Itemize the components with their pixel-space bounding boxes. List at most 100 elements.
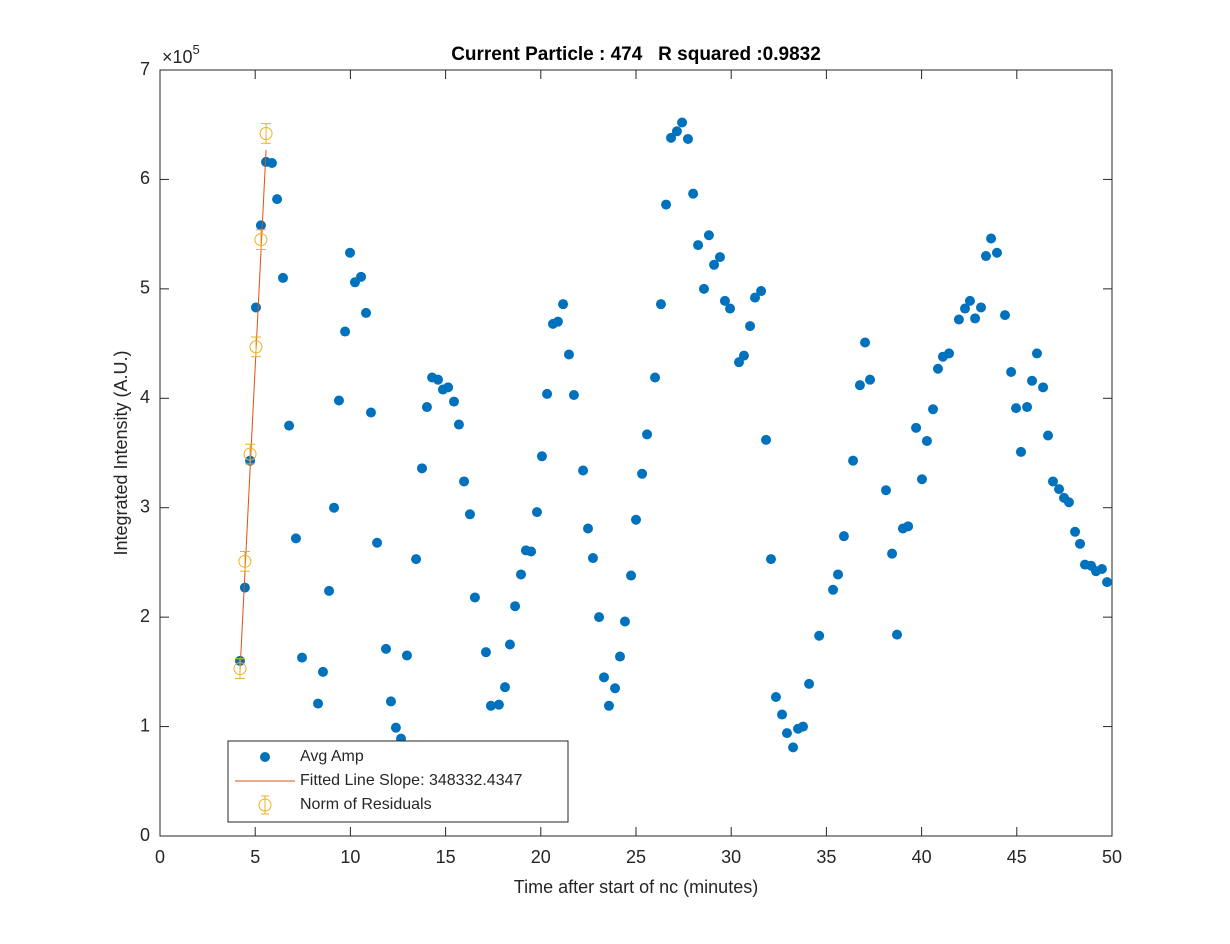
- data-point: [833, 569, 844, 580]
- data-point: [345, 247, 356, 258]
- error-point: [259, 123, 273, 144]
- data-point: [892, 629, 903, 640]
- data-point: [448, 396, 459, 407]
- y-tick-label: 0: [140, 825, 150, 845]
- error-point: [233, 658, 247, 679]
- data-point: [558, 299, 569, 310]
- data-point: [266, 158, 277, 169]
- data-point: [797, 721, 808, 732]
- data-point: [970, 313, 981, 324]
- data-point: [297, 652, 308, 663]
- data-point: [587, 553, 598, 564]
- data-point: [317, 666, 328, 677]
- x-tick-label: 0: [155, 847, 165, 867]
- data-point: [880, 485, 891, 496]
- y-exponent: ×105: [162, 42, 200, 66]
- data-point: [372, 537, 383, 548]
- data-point: [631, 514, 641, 525]
- data-point: [932, 363, 943, 374]
- data-point: [944, 348, 955, 359]
- plot-area: [159, 69, 1113, 837]
- data-point: [459, 476, 470, 487]
- y-tick-label: 1: [140, 715, 150, 735]
- data-point: [603, 700, 614, 711]
- data-point: [887, 548, 898, 559]
- x-axis-label: Time after start of nc (minutes): [514, 877, 758, 897]
- data-point: [725, 303, 736, 314]
- x-tick-label: 45: [1007, 847, 1027, 867]
- data-point: [250, 302, 261, 313]
- data-point: [594, 612, 605, 623]
- data-point: [515, 569, 526, 580]
- data-point: [255, 220, 266, 231]
- data-point: [1063, 497, 1074, 508]
- y-tick-label: 2: [140, 606, 150, 626]
- residual-marker: [249, 340, 263, 354]
- data-point: [781, 728, 792, 739]
- data-point: [828, 584, 839, 595]
- x-tick-label: 20: [531, 847, 551, 867]
- data-point: [738, 350, 749, 361]
- data-point: [693, 240, 704, 251]
- data-point: [719, 295, 730, 306]
- data-point: [272, 194, 283, 205]
- data-point: [239, 582, 250, 593]
- data-point: [756, 286, 767, 297]
- data-point: [1102, 577, 1113, 588]
- legend-label: Avg Amp: [300, 748, 364, 765]
- y-exponent-base: ×10: [162, 47, 193, 67]
- data-point: [526, 546, 537, 557]
- data-point: [284, 420, 295, 431]
- data-point: [1075, 538, 1086, 549]
- residual-marker: [254, 233, 268, 247]
- data-point: [688, 188, 699, 199]
- data-point: [916, 474, 927, 485]
- data-point: [361, 307, 372, 318]
- data-point: [960, 303, 971, 314]
- data-point: [1015, 446, 1026, 457]
- data-point: [903, 521, 914, 532]
- data-point: [485, 700, 496, 711]
- x-tick-label: 35: [816, 847, 836, 867]
- x-tick-label: 5: [250, 847, 260, 867]
- data-point: [1070, 526, 1081, 537]
- data-point: [750, 292, 760, 303]
- data-point: [1043, 430, 1054, 441]
- data-point: [1031, 348, 1042, 359]
- y-tick-label: 6: [140, 168, 150, 188]
- data-point: [469, 592, 480, 603]
- data-point: [356, 271, 367, 282]
- data-point: [677, 117, 688, 128]
- data-point: [390, 722, 401, 733]
- data-point: [770, 692, 781, 703]
- data-point: [980, 251, 991, 262]
- data-point: [650, 372, 661, 383]
- data-point: [860, 337, 871, 348]
- data-point: [510, 601, 521, 612]
- residual-marker: [233, 662, 247, 676]
- data-point: [1006, 367, 1017, 378]
- data-point: [848, 455, 859, 466]
- data-point: [1011, 403, 1022, 414]
- data-point: [1096, 563, 1107, 574]
- data-point: [986, 233, 997, 244]
- y-tick-label: 7: [140, 59, 150, 79]
- data-point: [1047, 476, 1058, 487]
- data-point: [865, 374, 876, 385]
- fit-line: [239, 149, 267, 672]
- data-point: [421, 402, 432, 413]
- data-point: [385, 696, 396, 707]
- data-point: [401, 650, 412, 661]
- data-point: [619, 616, 630, 627]
- data-point: [329, 502, 340, 513]
- data-point: [480, 647, 491, 658]
- x-tick-label: 50: [1102, 847, 1122, 867]
- data-point: [999, 310, 1010, 321]
- data-point: [615, 651, 626, 662]
- data-point: [666, 132, 677, 143]
- data-point: [313, 698, 324, 709]
- data-point: [493, 699, 504, 710]
- residual-marker: [238, 554, 252, 568]
- x-tick-label: 10: [340, 847, 360, 867]
